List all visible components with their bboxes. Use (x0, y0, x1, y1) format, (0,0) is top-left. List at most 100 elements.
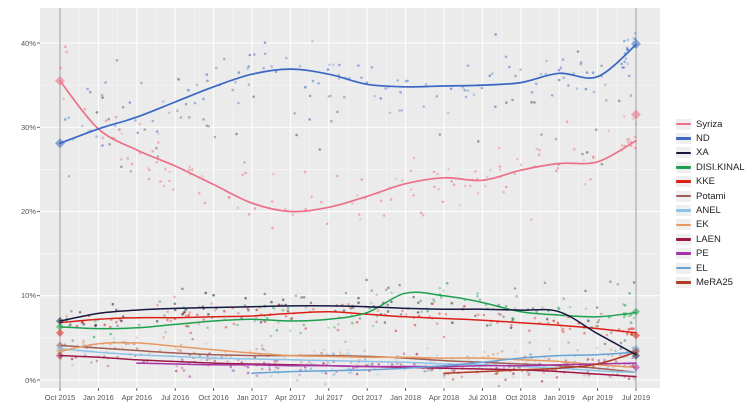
x-tick-label-oct-2016: Oct 2016 (198, 393, 229, 402)
trend-line-pe (136, 362, 637, 368)
legend-item-pe: PE (676, 247, 750, 261)
election-result-kke-jul-2019 (632, 331, 640, 340)
legend-item-potami: Potami (676, 189, 750, 203)
legend-key-kke (676, 176, 691, 188)
legend-swatch-potami (676, 194, 691, 198)
legend-key-laen (676, 233, 691, 245)
y-tick-label-30-: 30% (20, 122, 36, 132)
y-tick-label-10-: 10% (20, 291, 36, 301)
trend-line-ek (59, 341, 637, 369)
legend-swatch-disi-kinal (676, 166, 691, 169)
x-tick-label-oct-2017: Oct 2017 (351, 393, 383, 402)
election-result-kke-sep-2015 (56, 328, 64, 337)
legend-key-potami (676, 190, 691, 202)
x-tick-label-jul-2018: Jul 2018 (468, 393, 497, 402)
legend-swatch-el (676, 266, 691, 270)
trend-line-kke (59, 311, 637, 334)
trend-line-mera25 (443, 351, 637, 375)
scatter-points-syriza (59, 45, 638, 230)
election-result-xa-sep-2015 (56, 317, 64, 326)
x-tick-label-apr-2018: Apr 2018 (428, 393, 460, 402)
legend-swatch-anel (676, 209, 691, 212)
scatter-points-el (268, 341, 638, 386)
x-tick-label-jul-2017: Jul 2017 (314, 393, 343, 402)
axis-ticks (37, 42, 637, 391)
legend-item-anel: ANEL (676, 203, 750, 217)
legend-item-nd: ND (676, 131, 750, 145)
trend-line-anel (59, 348, 637, 374)
legend-label-potami: Potami (696, 190, 726, 202)
legend-label-disi-kinal: DISI.KINAL (696, 161, 745, 173)
x-tick-label-jan-2019: Jan 2019 (543, 393, 575, 402)
legend-key-disi-kinal (676, 161, 691, 173)
legend-item-kke: KKE (676, 175, 750, 189)
scatter-points-other (88, 50, 636, 302)
legend-key-mera25 (676, 276, 691, 288)
legend-swatch-ek (676, 223, 691, 227)
legend-item-ek: EK (676, 218, 750, 232)
legend: Syriza ND XA DISI.KINAL KKE Potami ANEL EK LAEN P… (676, 117, 750, 290)
election-result-pe-jul-2019 (632, 363, 640, 372)
trend-line-el (251, 351, 637, 375)
legend-swatch-pe (676, 252, 691, 255)
legend-key-anel (676, 205, 691, 217)
legend-label-pe: PE (696, 248, 709, 260)
election-result-disi-kinal-jul-2019 (632, 307, 640, 316)
election-result-syriza-sep-2015 (55, 75, 65, 86)
trend-line-xa (59, 305, 637, 356)
x-tick-label-jul-2019: Jul 2019 (621, 393, 651, 402)
legend-swatch-kke (676, 180, 691, 184)
legend-swatch-xa (676, 151, 691, 155)
election-result-ek-sep-2015 (56, 347, 64, 356)
x-tick-label-oct-2015: Oct 2015 (44, 393, 76, 402)
legend-item-disi-kinal: DISI.KINAL (676, 160, 750, 174)
legend-key-syriza (676, 118, 691, 130)
x-tick-label-jan-2018: Jan 2018 (390, 393, 422, 402)
legend-item-syriza: Syriza (676, 117, 750, 131)
legend-label-syriza: Syriza (696, 118, 723, 130)
legend-key-xa (676, 147, 691, 159)
y-tick-label-40-: 40% (20, 38, 36, 48)
legend-label-laen: LAEN (696, 233, 721, 245)
legend-swatch-mera25 (676, 281, 691, 284)
legend-swatch-laen (676, 238, 691, 241)
legend-swatch-syriza (676, 122, 691, 126)
legend-key-ek (676, 219, 691, 231)
chart-panel (40, 8, 660, 388)
legend-label-anel: ANEL (696, 205, 721, 217)
trend-line-syriza (59, 80, 637, 213)
election-result-syriza-jul-2019 (631, 109, 641, 120)
legend-label-ek: EK (696, 219, 709, 231)
election-result-xa-jul-2019 (632, 351, 640, 360)
legend-label-nd: ND (696, 133, 710, 145)
legend-label-el: EL (696, 262, 708, 274)
legend-item-el: EL (676, 261, 750, 275)
trend-line-nd (59, 43, 637, 145)
x-tick-label-oct-2018: Oct 2018 (505, 393, 537, 402)
legend-label-kke: KKE (696, 176, 716, 188)
legend-key-el (676, 262, 691, 274)
election-result-laen-sep-2015 (56, 351, 64, 360)
legend-swatch-nd (676, 137, 691, 140)
y-tick-label-0-: 0% (25, 375, 36, 385)
x-tick-label-apr-2019: Apr 2019 (582, 393, 613, 402)
legend-item-xa: XA (676, 146, 750, 160)
election-result-nd-jul-2019 (631, 38, 641, 49)
legend-label-xa: XA (696, 147, 709, 159)
y-tick-label-20-: 20% (20, 207, 36, 216)
legend-item-mera25: MeRA25 (676, 275, 750, 289)
trend-line-disi-kinal (59, 291, 637, 330)
x-tick-label-jan-2016: Jan 2016 (82, 393, 114, 402)
legend-key-pe (676, 248, 691, 260)
election-result-disi-kinal-sep-2015 (56, 322, 64, 331)
legend-label-mera25: MeRA25 (696, 276, 733, 288)
x-tick-label-apr-2016: Apr 2016 (121, 393, 153, 402)
election-result-mera25-jul-2019 (632, 347, 640, 356)
legend-key-nd (676, 133, 691, 145)
x-tick-label-jul-2016: Jul 2016 (161, 393, 190, 402)
x-tick-label-apr-2017: Apr 2017 (275, 393, 306, 402)
legend-item-laen: LAEN (676, 232, 750, 246)
x-tick-label-jan-2017: Jan 2017 (236, 393, 268, 402)
